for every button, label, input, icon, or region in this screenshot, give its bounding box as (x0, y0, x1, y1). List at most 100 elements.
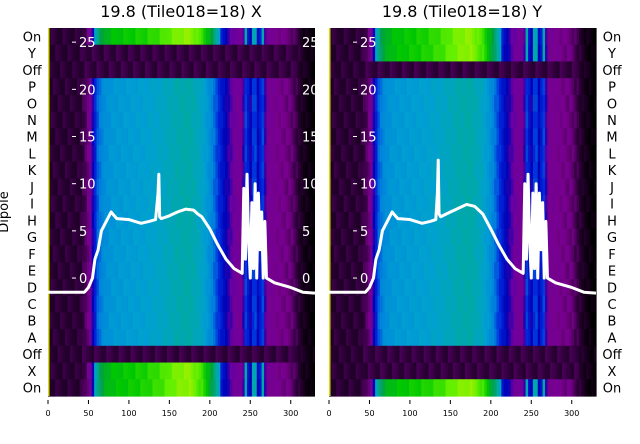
heatmap-cell (532, 295, 536, 313)
heatmap-cell (69, 178, 73, 196)
heatmap-cell (74, 362, 78, 380)
heatmap-cell (382, 329, 386, 347)
heatmap-cell (329, 345, 333, 364)
heatmap-cell (421, 128, 425, 146)
heatmap-cell (358, 61, 362, 79)
heatmap-cell (230, 78, 234, 96)
heatmap-cell (486, 94, 490, 113)
heatmap-cell (293, 295, 297, 313)
heatmap-cell (479, 295, 483, 313)
heatmap-cell (261, 94, 265, 113)
heatmap-cell (426, 329, 430, 347)
heatmap-cell (310, 94, 314, 113)
heatmap-cell (481, 44, 485, 63)
heatmap-cell (225, 278, 229, 297)
heatmap-cell (336, 379, 340, 397)
heatmap-cell (48, 78, 52, 96)
heatmap-cell (508, 278, 512, 297)
heatmap-cell (401, 178, 405, 196)
heatmap-cell (518, 161, 522, 180)
heatmap-cell (460, 245, 464, 263)
heatmap-cell (298, 28, 302, 46)
heatmap-cell (460, 228, 464, 247)
heatmap-cell (94, 61, 98, 79)
heatmap-cell (508, 345, 512, 364)
heatmap-cell (300, 295, 304, 313)
heatmap-cell (217, 161, 221, 180)
heatmap-cell (329, 228, 333, 247)
heatmap-cell (125, 262, 129, 280)
heatmap-cell (62, 278, 66, 297)
heatmap-cell (491, 295, 495, 313)
x-tick-label: 200 (483, 409, 498, 418)
heatmap-cell (421, 228, 425, 247)
heatmap-cell (264, 94, 268, 113)
heatmap-cell (484, 262, 488, 280)
heatmap-cell (515, 161, 519, 180)
heatmap-cell (89, 345, 93, 364)
heatmap-cell (542, 128, 546, 146)
heatmap-cell (264, 78, 268, 96)
heatmap-cell (447, 78, 451, 96)
heatmap-cell (103, 94, 107, 113)
heatmap-cell (198, 262, 202, 280)
heatmap-cell (181, 195, 185, 213)
heatmap-cell (486, 145, 490, 163)
heatmap-cell (511, 111, 515, 129)
heatmap-cell (60, 195, 64, 213)
heatmap-cell (152, 161, 156, 180)
heatmap-cell (57, 245, 61, 263)
heatmap-cell (140, 245, 144, 263)
heatmap-cell (205, 44, 209, 63)
line-series (329, 158, 597, 295)
heatmap-cell (469, 145, 473, 163)
heatmap-cell (494, 345, 498, 364)
heatmap-cell (137, 295, 141, 313)
heatmap-row (329, 28, 597, 46)
heatmap-cell (537, 345, 541, 364)
heatmap-cell (443, 362, 447, 380)
heatmap-cell (298, 329, 302, 347)
heatmap-cell (215, 145, 219, 163)
heatmap-cell (443, 94, 447, 113)
heatmap-cell (416, 345, 420, 364)
heatmap-cell (242, 362, 246, 380)
heatmap-cell (188, 245, 192, 263)
heatmap-cell (210, 61, 214, 79)
heatmap-cell (542, 111, 546, 129)
heatmap-cell (528, 362, 532, 380)
heatmap-cell (140, 128, 144, 146)
heatmap-cell (525, 362, 529, 380)
heatmap-cell (515, 145, 519, 163)
heatmap-cell (312, 295, 316, 313)
heatmap-cell (200, 145, 204, 163)
heatmap-cell (474, 212, 478, 230)
heatmap-cell (142, 262, 146, 280)
heatmap-cell (379, 195, 383, 213)
heatmap-cell (566, 178, 570, 196)
heatmap-cell (545, 28, 549, 46)
heatmap-cell (69, 128, 73, 146)
heatmap-cell (462, 44, 466, 63)
heatmap-cell (549, 145, 553, 163)
heatmap-cell (276, 228, 280, 247)
heatmap-cell (593, 362, 597, 380)
heatmap-cell (181, 61, 185, 79)
heatmap-cell (379, 128, 383, 146)
heatmap-cell (491, 379, 495, 397)
heatmap-cell (350, 245, 354, 263)
heatmap-cell (293, 28, 297, 46)
heatmap-cell (511, 61, 515, 79)
heatmap-cell (440, 329, 444, 347)
heatmap-cell (72, 28, 76, 46)
heatmap-cell (545, 312, 549, 330)
heatmap-cell (188, 78, 192, 96)
heatmap-cell (358, 94, 362, 113)
heatmap-cell (225, 262, 229, 280)
heatmap-cell (438, 362, 442, 380)
heatmap-cell (200, 28, 204, 46)
heatmap-cell (312, 379, 316, 397)
heatmap-cell (523, 28, 527, 46)
heatmap-cell (196, 111, 200, 129)
heatmap-cell (55, 345, 59, 364)
